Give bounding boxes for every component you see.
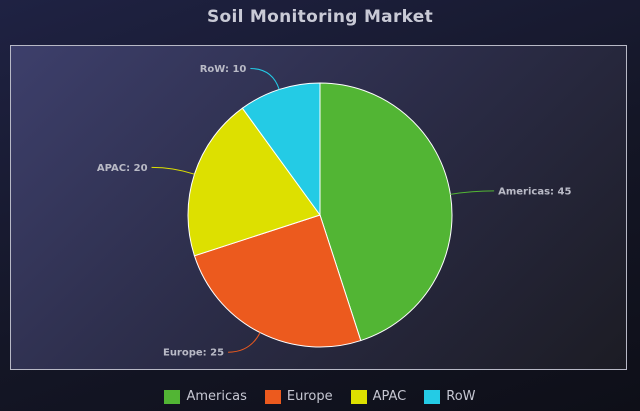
legend-label: Americas xyxy=(186,389,247,404)
connector-row xyxy=(250,68,280,90)
legend-swatch xyxy=(350,389,367,404)
pie-slice-americas[interactable] xyxy=(319,82,453,342)
legend-label: APAC xyxy=(372,389,407,404)
legend: Americas Europe APAC RoW xyxy=(0,389,640,404)
legend-item-row[interactable]: RoW xyxy=(424,389,476,404)
pie-slice-apac[interactable] xyxy=(187,107,321,257)
legend-swatch xyxy=(264,389,281,404)
data-label-europe: Europe: 25 xyxy=(163,348,224,359)
data-label-apac: APAC: 20 xyxy=(97,163,148,174)
legend-swatch xyxy=(424,389,441,404)
connector-europe xyxy=(228,332,261,353)
legend-swatch xyxy=(164,389,181,404)
connector-americas xyxy=(450,190,495,195)
legend-label: RoW xyxy=(446,389,476,404)
data-label-americas: Americas: 45 xyxy=(498,186,571,197)
pie-slice-europe[interactable] xyxy=(193,214,362,348)
data-label-row: RoW: 10 xyxy=(200,64,247,75)
chart-title: Soil Monitoring Market xyxy=(206,7,434,27)
pie-slice-row[interactable] xyxy=(241,82,321,217)
legend-item-americas[interactable]: Americas xyxy=(164,389,247,404)
legend-item-apac[interactable]: APAC xyxy=(350,389,407,404)
legend-item-europe[interactable]: Europe xyxy=(264,389,333,404)
legend-label: Europe xyxy=(286,389,333,404)
connector-apac xyxy=(151,166,195,175)
